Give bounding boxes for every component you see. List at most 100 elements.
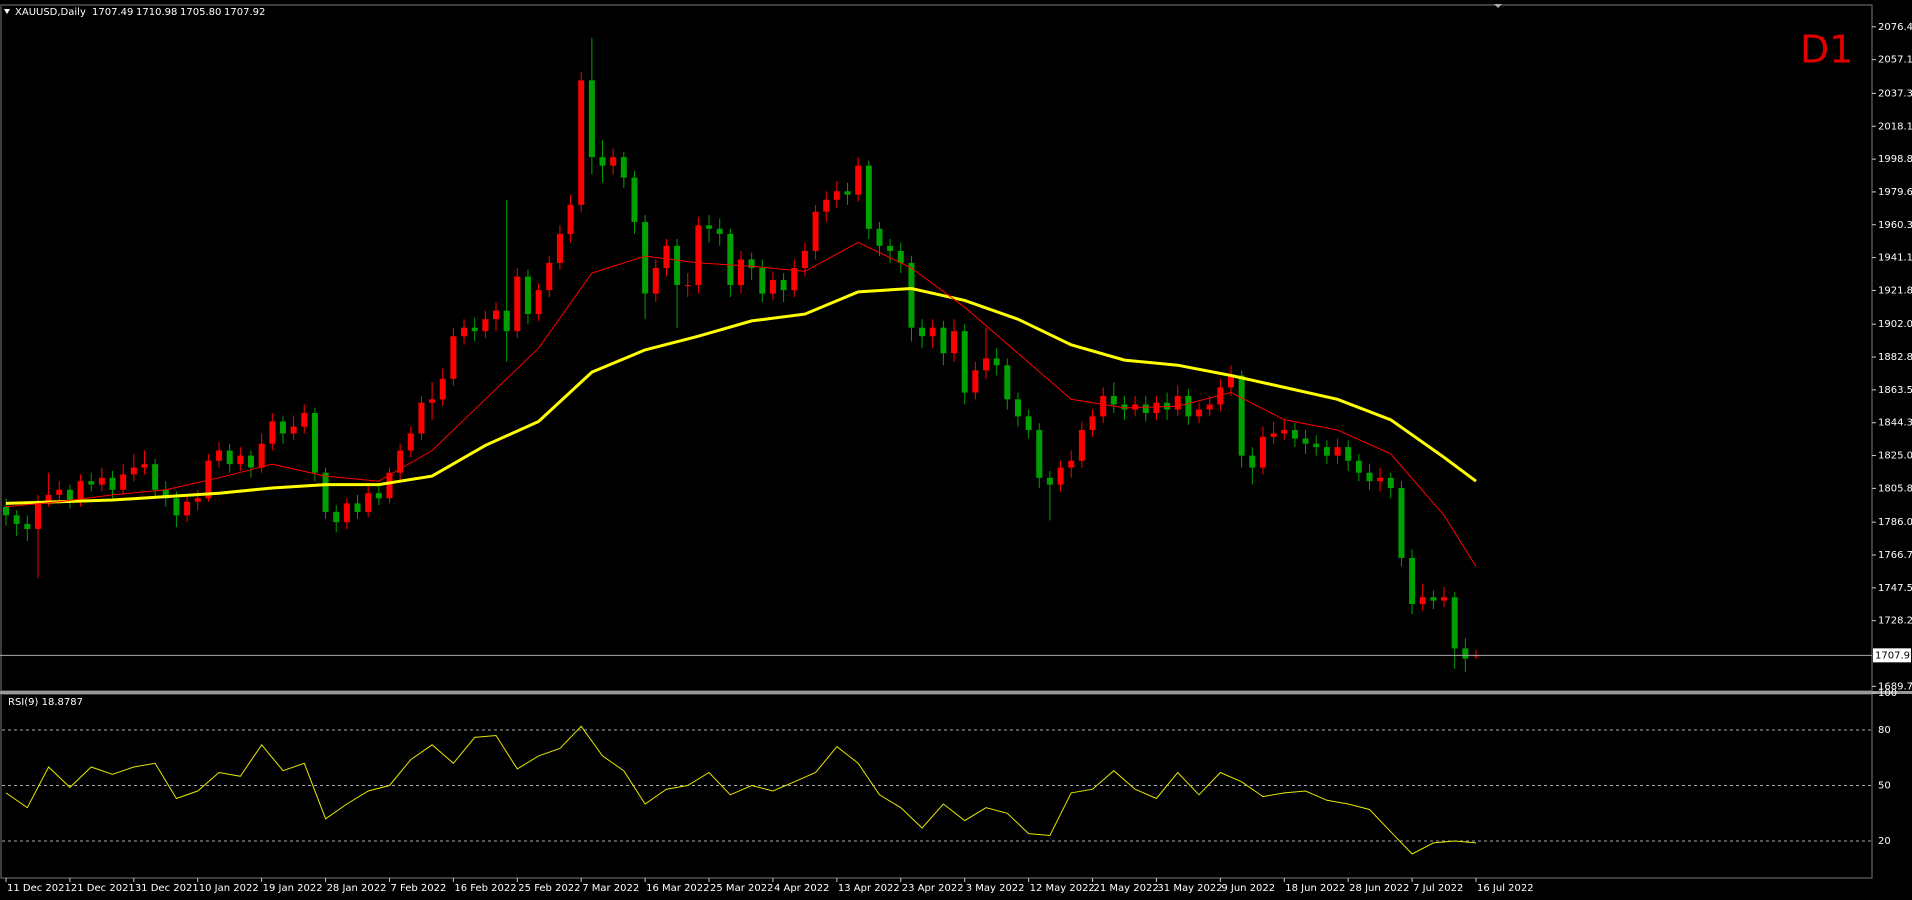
candle-body xyxy=(429,399,436,403)
candle-body xyxy=(876,228,883,246)
x-tick-label: 31 May 2022 xyxy=(1157,883,1222,894)
x-tick-label: 28 Jun 2022 xyxy=(1349,883,1409,894)
rsi-tick-label: 100 xyxy=(1878,688,1897,699)
y-tick-label: 2018.10 xyxy=(1878,121,1912,132)
candle-body xyxy=(1100,395,1107,417)
candle-body xyxy=(769,279,776,294)
candle-body xyxy=(738,259,744,286)
candle-body xyxy=(759,268,766,294)
y-tick-label: 1921.85 xyxy=(1878,285,1912,296)
candle-body xyxy=(1057,467,1064,485)
x-tick-label: 31 Dec 2021 xyxy=(135,883,199,894)
candle-body xyxy=(556,233,563,263)
candle-body xyxy=(1046,477,1053,485)
candle-body xyxy=(951,331,958,354)
y-tick-label: 1805.80 xyxy=(1878,483,1912,494)
candle-body xyxy=(610,157,617,166)
candle-body xyxy=(1270,433,1277,437)
candle-body xyxy=(343,503,350,523)
candle-body xyxy=(397,450,404,473)
candle-body xyxy=(439,378,446,400)
candle-body xyxy=(365,493,372,512)
candle-body xyxy=(865,165,872,229)
candle-body xyxy=(237,455,244,465)
candle-body xyxy=(1014,399,1021,417)
candle-body xyxy=(578,80,585,205)
candle-body xyxy=(642,221,649,294)
candle-body xyxy=(919,327,926,337)
candle-body xyxy=(1366,472,1373,482)
candle-body xyxy=(812,211,819,251)
x-tick-label: 16 Mar 2022 xyxy=(646,883,709,894)
candle-body xyxy=(631,177,638,222)
candle-body xyxy=(684,285,691,287)
candle-body xyxy=(162,489,169,499)
candle-body xyxy=(599,157,606,166)
candle-body xyxy=(1377,477,1384,482)
shift-marker xyxy=(1494,4,1502,8)
candle-body xyxy=(1089,416,1096,431)
candle-body xyxy=(588,80,595,158)
candle-body xyxy=(1004,365,1011,400)
candle-body xyxy=(290,426,297,434)
x-tick-label: 28 Jan 2022 xyxy=(327,883,387,894)
candle-body xyxy=(706,225,713,229)
y-tick-label: 1766.75 xyxy=(1878,550,1912,561)
candle-body xyxy=(493,310,499,320)
x-tick-label: 10 Jan 2022 xyxy=(199,883,259,894)
candle-body xyxy=(748,259,755,269)
candle-body xyxy=(993,358,1000,366)
candle-body xyxy=(983,358,989,371)
candle-body xyxy=(972,370,979,393)
candle-body xyxy=(279,421,286,434)
candle-body xyxy=(1323,447,1330,456)
y-tick-label: 2057.15 xyxy=(1878,55,1912,66)
candle-body xyxy=(663,245,670,269)
candle-body xyxy=(77,481,84,502)
candle-body xyxy=(311,412,318,473)
candle-body xyxy=(407,433,414,451)
x-tick-label: 19 Jan 2022 xyxy=(263,883,323,894)
y-tick-label: 1998.85 xyxy=(1878,154,1912,165)
candle-body xyxy=(1313,443,1320,448)
candle-body xyxy=(1462,648,1469,659)
y-tick-label: 1786.00 xyxy=(1878,517,1912,528)
y-tick-label: 1747.50 xyxy=(1878,583,1912,594)
header-low: 1705.80 xyxy=(180,7,221,18)
candle-body xyxy=(3,506,9,516)
rsi-tick-label: 80 xyxy=(1878,725,1891,736)
candle-body xyxy=(620,157,627,178)
candle-body xyxy=(674,245,681,286)
candle-body xyxy=(1174,395,1181,410)
candle-body xyxy=(535,290,542,315)
candle-body xyxy=(66,489,73,502)
candle-body xyxy=(1142,404,1149,413)
candle-body xyxy=(216,450,223,461)
candle-body xyxy=(940,327,947,354)
candle-body xyxy=(354,503,361,512)
candle-body xyxy=(152,464,159,490)
y-tick-label: 1689.75 xyxy=(1878,681,1912,692)
candle-body xyxy=(1228,375,1234,388)
candle-body xyxy=(1206,404,1213,410)
y-tick-label: 2076.40 xyxy=(1878,22,1912,33)
candle-body xyxy=(1387,477,1394,489)
candle-body xyxy=(1259,436,1266,468)
candle-body xyxy=(1419,597,1426,605)
candle-body xyxy=(333,511,340,523)
candle-body xyxy=(461,327,468,337)
candle-body xyxy=(1281,430,1288,434)
x-tick-label: 7 Mar 2022 xyxy=(582,883,639,894)
candle-body xyxy=(1036,430,1043,478)
candle-body xyxy=(34,501,41,529)
x-tick-label: 18 Jun 2022 xyxy=(1285,883,1345,894)
candle-body xyxy=(844,191,851,195)
x-tick-label: 7 Jul 2022 xyxy=(1413,883,1463,894)
candle-body xyxy=(1249,455,1256,468)
candle-body xyxy=(652,268,659,294)
candle-body xyxy=(98,477,105,485)
y-tick-label: 1882.80 xyxy=(1878,352,1912,363)
candle-body xyxy=(269,421,276,444)
candle-body xyxy=(450,336,457,379)
